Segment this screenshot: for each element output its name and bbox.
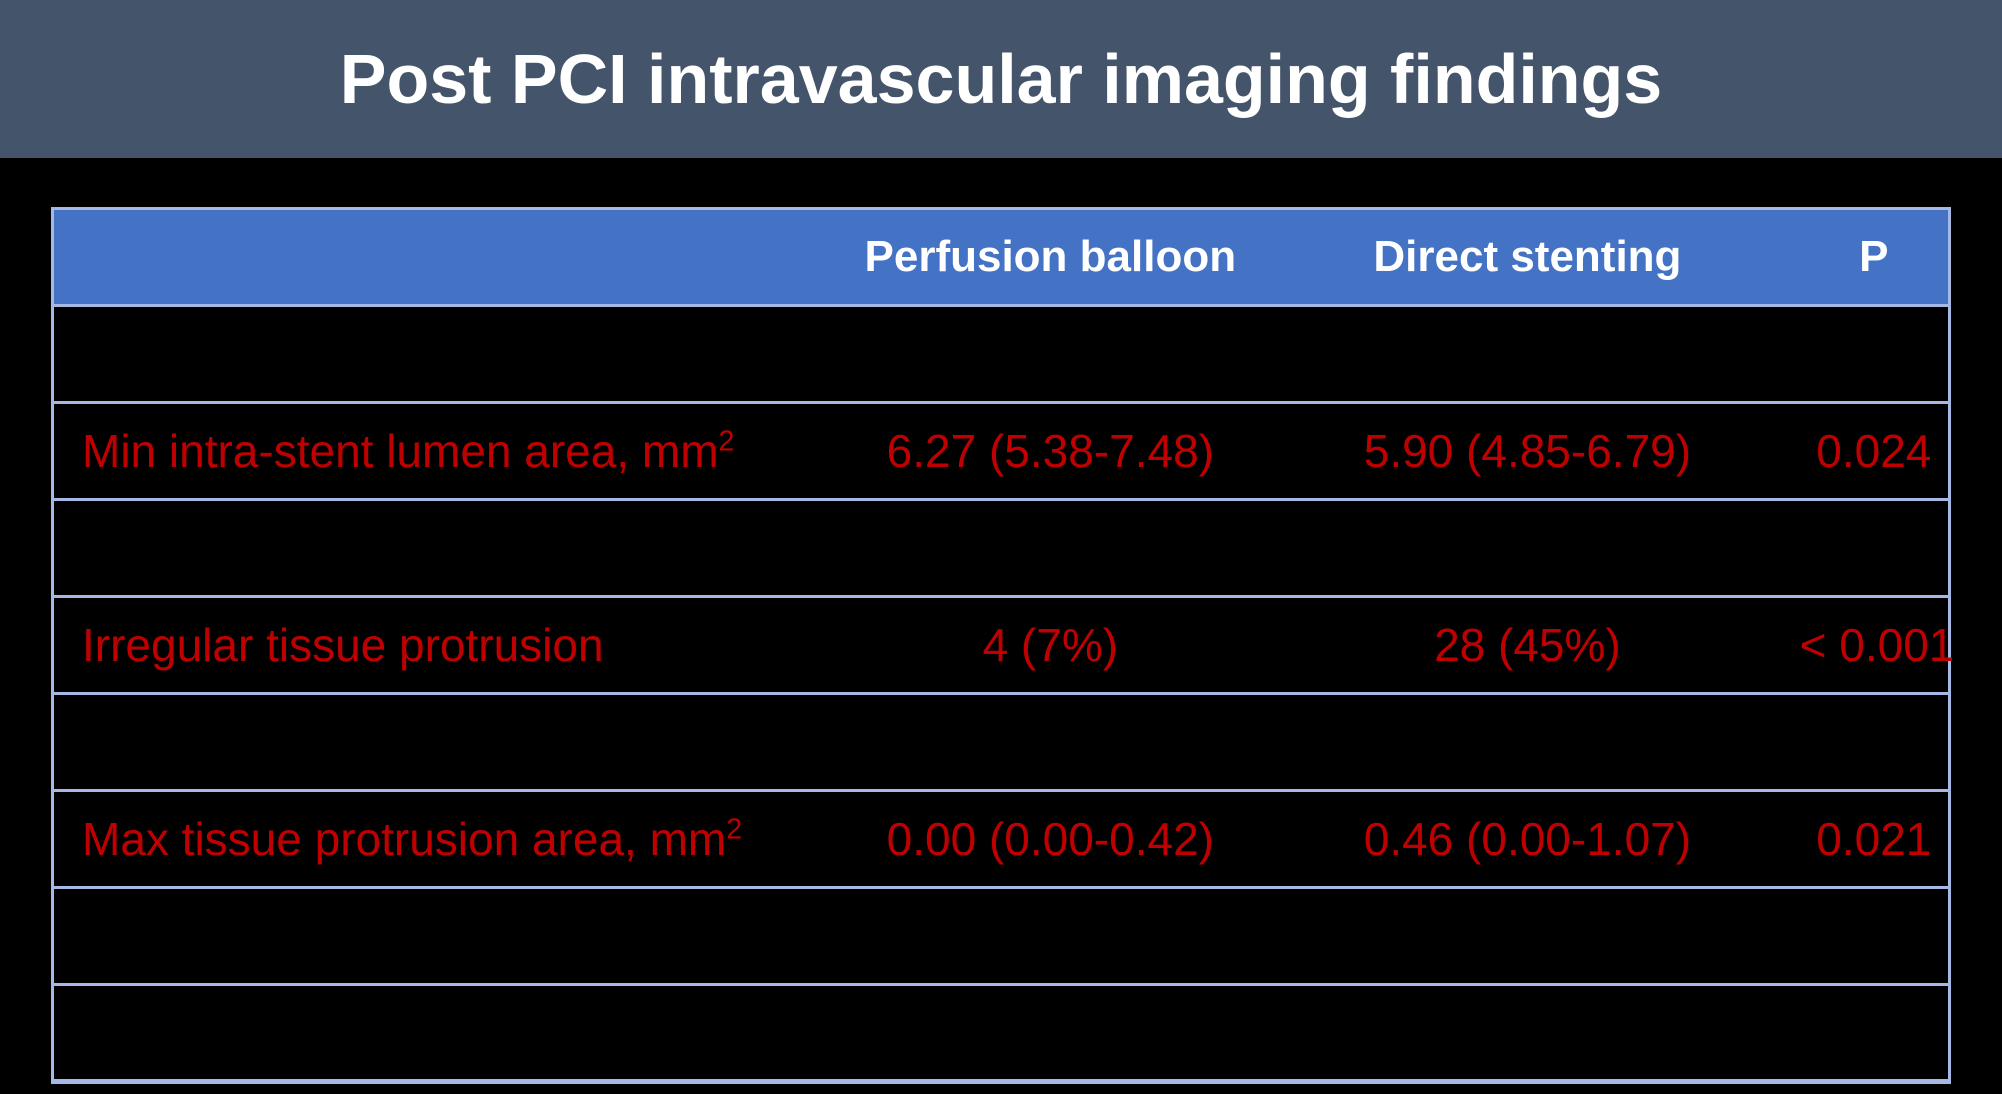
spacer-cell (52, 692, 1950, 791)
table-row-min-lumen-area: Min intra-stent lumen area, mm2 6.27 (5.… (52, 401, 1950, 500)
p-value: 0.021 (1799, 789, 1950, 888)
findings-table: Perfusion balloon Direct stenting P Min … (51, 207, 1954, 1084)
page-title: Post PCI intravascular imaging findings (339, 40, 1663, 118)
row-label: Irregular tissue protrusion (52, 595, 846, 694)
spacer-cell (52, 498, 1950, 597)
table-row-max-tissue-protrusion-area: Max tissue protrusion area, mm2 0.00 (0.… (52, 789, 1950, 888)
row-label-text: Irregular tissue protrusion (82, 619, 604, 671)
perfusion-balloon-value: 6.27 (5.38-7.48) (845, 401, 1256, 500)
row-label: Min intra-stent lumen area, mm2 (52, 401, 846, 500)
spacer-row (52, 498, 1950, 597)
spacer-row (52, 304, 1950, 403)
perfusion-balloon-value: 0.00 (0.00-0.42) (845, 789, 1256, 888)
row-label-text: Min intra-stent lumen area, mm (82, 425, 719, 477)
table-header: Perfusion balloon Direct stenting P (52, 208, 1950, 306)
header-cell-direct-stenting: Direct stenting (1255, 208, 1800, 306)
spacer-row (52, 886, 1950, 985)
title-bar: Post PCI intravascular imaging findings (0, 0, 2002, 158)
direct-stenting-value: 0.46 (0.00-1.07) (1255, 789, 1800, 888)
row-label: Max tissue protrusion area, mm2 (52, 789, 846, 888)
row-label-text: Max tissue protrusion area, mm (82, 813, 727, 865)
spacer-cell (52, 886, 1950, 985)
table-row-irregular-tissue-protrusion: Irregular tissue protrusion 4 (7%) 28 (4… (52, 595, 1954, 694)
spacer-cell (52, 304, 1950, 403)
header-cell-empty (52, 208, 846, 306)
row-label-superscript: 2 (726, 813, 743, 846)
perfusion-balloon-value: 4 (7%) (845, 595, 1256, 694)
p-value: 0.024 (1799, 401, 1950, 500)
direct-stenting-value: 28 (45%) (1255, 595, 1800, 694)
table-body: Min intra-stent lumen area, mm2 6.27 (5.… (52, 304, 1954, 1082)
spacer-cell (52, 983, 1950, 1082)
spacer-row (52, 983, 1950, 1082)
header-cell-perfusion-balloon: Perfusion balloon (845, 208, 1256, 306)
table-header-row: Perfusion balloon Direct stenting P (52, 208, 1950, 306)
spacer-row (52, 692, 1950, 791)
p-value: < 0.001 (1799, 595, 1954, 694)
direct-stenting-value: 5.90 (4.85-6.79) (1255, 401, 1800, 500)
row-label-superscript: 2 (718, 425, 735, 458)
header-cell-p-value: P (1799, 208, 1950, 306)
